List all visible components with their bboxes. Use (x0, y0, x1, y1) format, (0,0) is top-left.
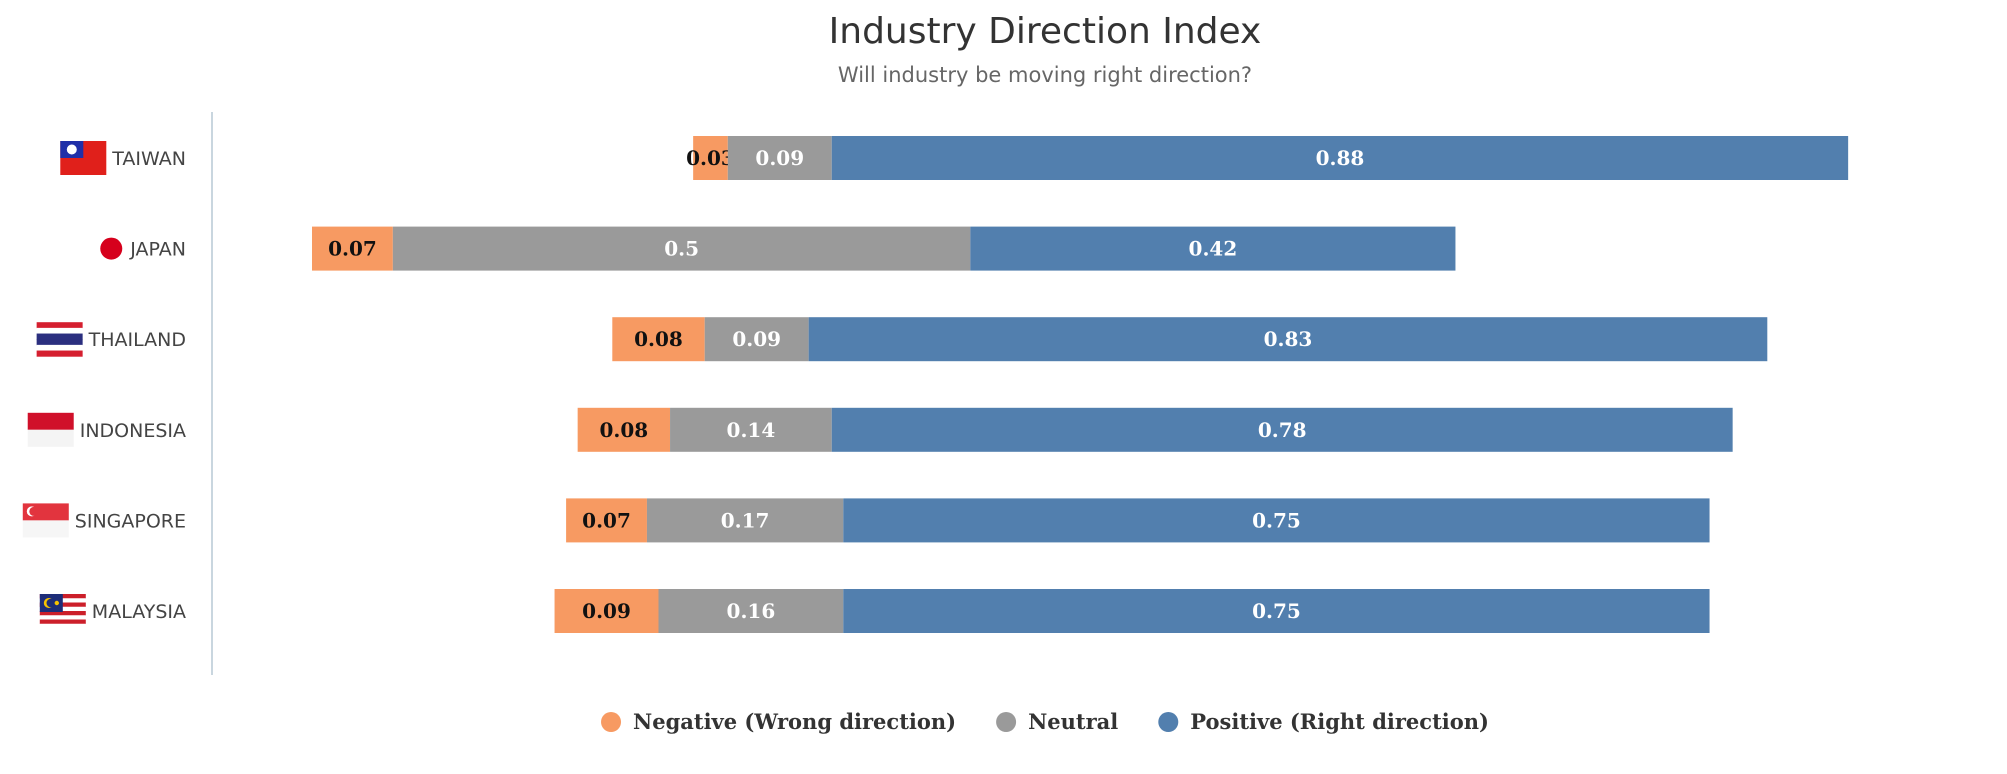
thailand-flag-icon (36, 322, 83, 357)
legend-item[interactable]: Positive (Right direction) (1158, 709, 1489, 734)
legend-item[interactable]: Neutral (996, 709, 1118, 734)
bar-segment (970, 226, 1456, 271)
legend-marker (601, 712, 622, 732)
singapore-flag-icon (22, 503, 69, 538)
legend-label: Neutral (1028, 709, 1118, 734)
bar-segment (693, 136, 728, 180)
data-label: 0.08 (599, 418, 648, 442)
category-label: MALAYSIA (92, 601, 186, 623)
bar-segment (831, 407, 1733, 452)
data-label: 0.07 (328, 237, 377, 261)
malaysia-flag-icon (39, 594, 86, 629)
bar-segment (312, 226, 393, 271)
legend-marker (996, 712, 1017, 732)
data-label: 0.09 (732, 327, 781, 351)
data-label: 0.16 (727, 599, 776, 623)
bar-segment (843, 498, 1710, 543)
category-label: THAILAND (88, 329, 186, 351)
data-label: 0.14 (727, 418, 776, 442)
data-label: 0.83 (1264, 327, 1313, 351)
data-label: 0.08 (634, 327, 683, 351)
flags (22, 141, 123, 629)
bar-segment (831, 136, 1849, 180)
data-label: 0.07 (582, 508, 631, 532)
category-labels: TAIWAN JAPAN THAILAND INDONESIA SINGAPORE MAL… (75, 148, 186, 623)
data-label: 0.17 (721, 508, 770, 532)
bar-segment (577, 407, 671, 452)
bar-segment (554, 589, 659, 633)
legend-item[interactable]: Negative (Wrong direction) (601, 709, 956, 734)
category-label: TAIWAN (111, 148, 186, 170)
bar-segment (612, 317, 705, 362)
bar-segment (566, 498, 647, 543)
bar-segment (727, 136, 832, 180)
taiwan-flag-icon (60, 141, 107, 175)
chart-title: Industry Direction Index (829, 11, 1262, 52)
japan-flag-icon (100, 237, 123, 260)
chart-subtitle: Will industry be moving right direction? (838, 63, 1252, 87)
data-label: 0.42 (1189, 237, 1238, 261)
data-label: 0.03 (686, 146, 735, 170)
legend[interactable]: Negative (Wrong direction) Neutral Positiv… (601, 709, 1489, 734)
bar-segment (392, 226, 971, 271)
data-label: 0.09 (582, 599, 631, 623)
bar-segment (646, 498, 844, 543)
bar-segment (658, 589, 844, 633)
data-label: 0.88 (1316, 146, 1365, 170)
indonesia-flag-icon (27, 412, 74, 447)
bar-segment (704, 317, 809, 362)
data-label: 0.78 (1258, 418, 1307, 442)
legend-marker (1158, 712, 1179, 732)
data-label: 0.75 (1252, 508, 1301, 532)
data-label: 0.75 (1252, 599, 1301, 623)
legend-label: Positive (Right direction) (1190, 709, 1489, 734)
data-label: 0.09 (755, 146, 804, 170)
bar-segment (670, 407, 832, 452)
legend-label: Negative (Wrong direction) (633, 709, 956, 734)
bar-segment (808, 317, 1768, 362)
bar-segment (843, 589, 1710, 633)
bars: 0.03 0.09 0.88 0.07 0.5 0.42 0.08 0.09 0.83 0.08 0… (312, 136, 1849, 633)
category-label: JAPAN (129, 239, 186, 261)
data-label: 0.5 (664, 237, 699, 261)
category-label: INDONESIA (80, 420, 186, 442)
category-label: SINGAPORE (75, 510, 186, 532)
